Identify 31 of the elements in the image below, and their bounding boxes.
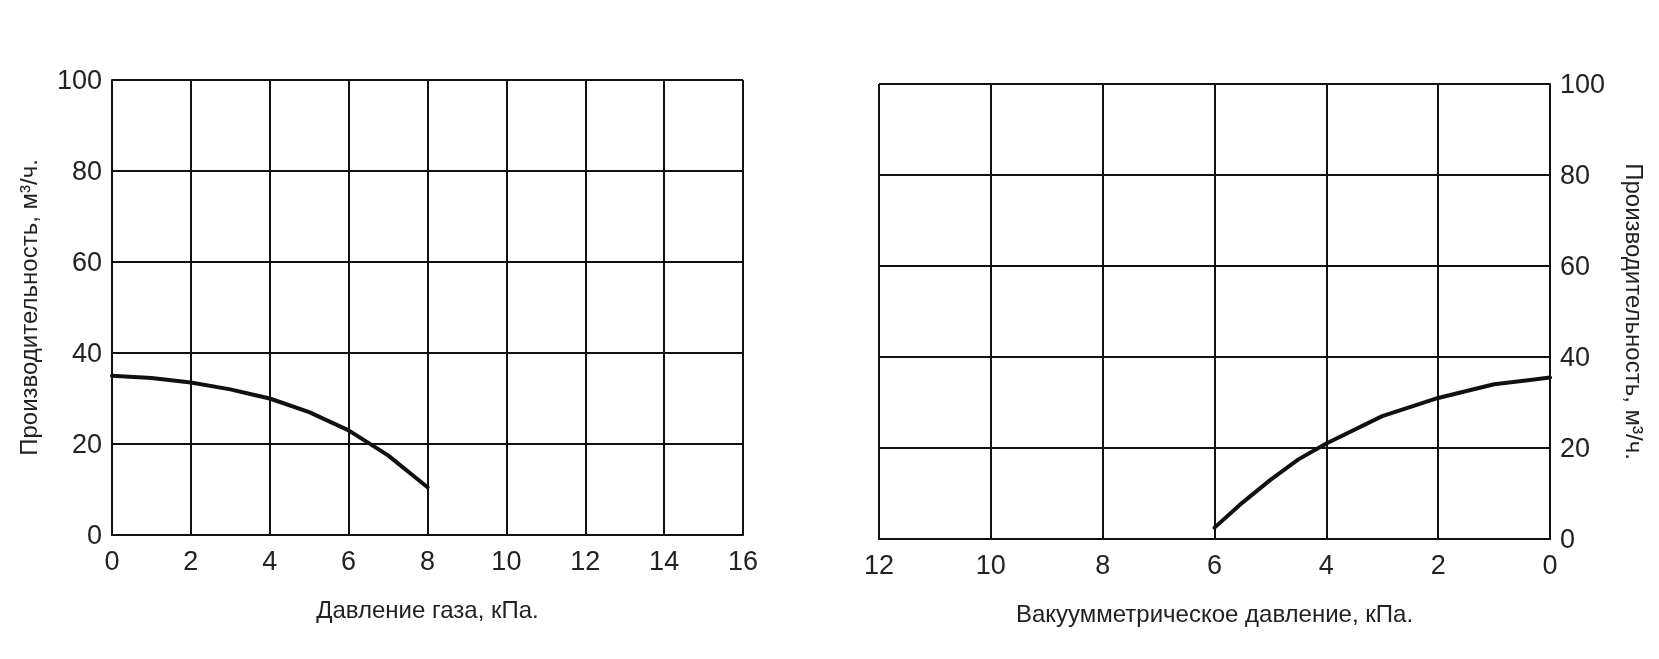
y2-tick-label: 80	[1560, 160, 1591, 190]
x-tick-label: 6	[1206, 549, 1223, 580]
y-tick-label: 80	[71, 156, 102, 186]
y2-tick-label: 40	[1560, 342, 1591, 372]
x-tick-label: 2	[183, 545, 199, 576]
x-tick-label: 12	[863, 549, 895, 580]
y2-axis-title: Производительность, м³/ч.	[1620, 163, 1648, 460]
x-tick-label: 14	[649, 545, 680, 576]
x-tick-label: 8	[419, 545, 436, 576]
y-axis-title: Производительность, м³/ч.	[14, 159, 42, 456]
x-tick-label: 10	[975, 549, 1006, 580]
x-tick-label: 10	[491, 545, 522, 576]
x-tick-label: 12	[570, 545, 601, 576]
y-tick-label: 0	[86, 520, 102, 550]
x-axis-title: Вакуумметрическое давление, кПа.	[1015, 599, 1414, 627]
x-tick-label: 2	[1430, 549, 1446, 580]
x-tick-label: 16	[727, 545, 759, 576]
y2-tick-label: 100	[1560, 69, 1606, 99]
x-tick-label: 0	[1542, 549, 1558, 580]
x-tick-label: 6	[341, 545, 357, 576]
x-tick-label: 8	[1095, 549, 1111, 580]
y-tick-label: 40	[71, 338, 102, 368]
x-tick-label: 4	[262, 545, 278, 576]
y2-tick-label: 0	[1560, 524, 1576, 554]
x-tick-label: 4	[1318, 549, 1334, 580]
y-tick-label: 100	[56, 65, 102, 95]
y2-tick-label: 60	[1560, 251, 1591, 281]
y-tick-label: 60	[71, 247, 102, 277]
x-axis-title: Давление газа, кПа.	[316, 595, 539, 623]
y2-tick-label: 20	[1560, 433, 1591, 463]
y-tick-label: 20	[71, 429, 102, 459]
